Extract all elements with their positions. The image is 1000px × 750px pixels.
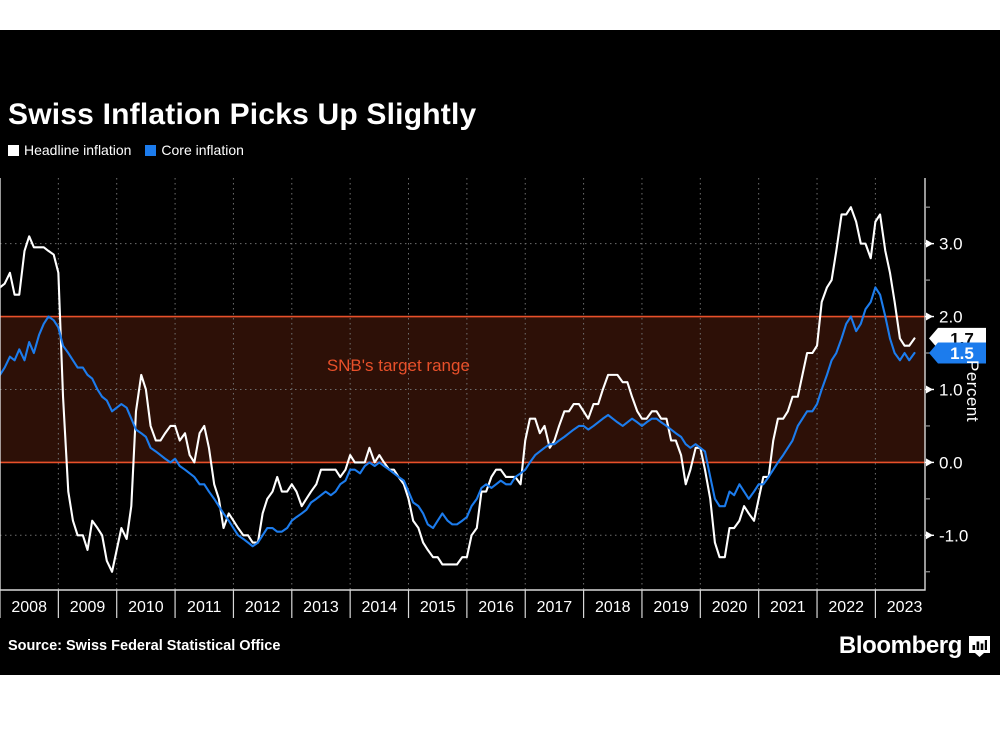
page-title: Swiss Inflation Picks Up Slightly [8, 98, 477, 131]
y-axis-tick-label: -1.0 [939, 526, 968, 545]
plot-area: -1.0 0.0 1.0 2.0 3.0 2008 2009 2010 2011 2012 2013… [0, 170, 1000, 630]
callout-layer: 1.71.5 [929, 327, 986, 364]
x-axis-tick-label: 2008 [11, 599, 47, 616]
y-axis-title: Percent [963, 360, 982, 423]
legend-item-core: Core inflation [145, 142, 244, 158]
axis-layer: -1.0 0.0 1.0 2.0 3.0 2008 2009 2010 2011 2012 2013… [0, 178, 968, 618]
y-axis-tick-label: 0.0 [939, 453, 963, 472]
y-axis-tick-label: 1.0 [939, 380, 963, 399]
y-axis-tick-arrow [926, 531, 933, 540]
band-annotation-label: SNB's target range [327, 356, 470, 375]
x-axis-tick-label: 2016 [478, 599, 514, 616]
legend-item-headline: Headline inflation [8, 142, 131, 158]
x-axis-tick-label: 2012 [245, 599, 281, 616]
legend-label-core: Core inflation [161, 142, 244, 158]
x-axis-tick-label: 2010 [128, 599, 164, 616]
x-axis-tick-label: 2017 [537, 599, 573, 616]
legend-label-headline: Headline inflation [24, 142, 132, 158]
bloomberg-terminal-icon [969, 635, 990, 657]
x-axis-tick-label: 2021 [770, 599, 806, 616]
chart-legend: Headline inflation Core inflation [8, 142, 244, 158]
series-layer [0, 206, 916, 573]
y-axis-tick-arrow [926, 385, 933, 394]
y-axis-tick-arrow [926, 239, 933, 248]
grid-layer [0, 178, 925, 590]
source-note: Source: Swiss Federal Statistical Office [8, 638, 281, 654]
end-value-callout-label: 1.5 [950, 344, 974, 363]
x-axis-tick-label: 2015 [420, 599, 456, 616]
x-axis-tick-label: 2022 [828, 599, 864, 616]
x-axis-tick-label: 2009 [70, 599, 106, 616]
y-axis-tick-arrow [926, 312, 933, 321]
y-axis-tick-label: 2.0 [939, 308, 963, 327]
bloomberg-wordmark: Bloomberg [838, 632, 962, 659]
axis-frame [0, 178, 926, 591]
annotation-layer: SNB's target range [327, 356, 470, 375]
chart-card: Swiss Inflation Picks Up Slightly Headli… [0, 30, 1000, 675]
legend-swatch-core [145, 144, 157, 156]
x-axis-tick-label: 2019 [653, 599, 689, 616]
x-axis-tick-label: 2011 [187, 599, 222, 616]
x-axis-tick-label: 2013 [303, 599, 339, 616]
line-chart-svg: -1.0 0.0 1.0 2.0 3.0 2008 2009 2010 2011 2012 2013… [0, 178, 986, 618]
x-axis-tick-label: 2023 [887, 599, 923, 616]
x-axis-tick-label: 2018 [595, 599, 631, 616]
end-value-callout-core [929, 342, 986, 364]
x-axis-tick-label: 2014 [362, 599, 398, 616]
legend-swatch-headline [8, 144, 19, 156]
y-axis-tick-label: 3.0 [939, 235, 963, 254]
x-axis-tick-label: 2020 [712, 599, 748, 616]
bloomberg-branding: Bloomberg [839, 632, 990, 660]
series-line-core [0, 286, 916, 548]
y-axis-tick-arrow [926, 458, 933, 467]
